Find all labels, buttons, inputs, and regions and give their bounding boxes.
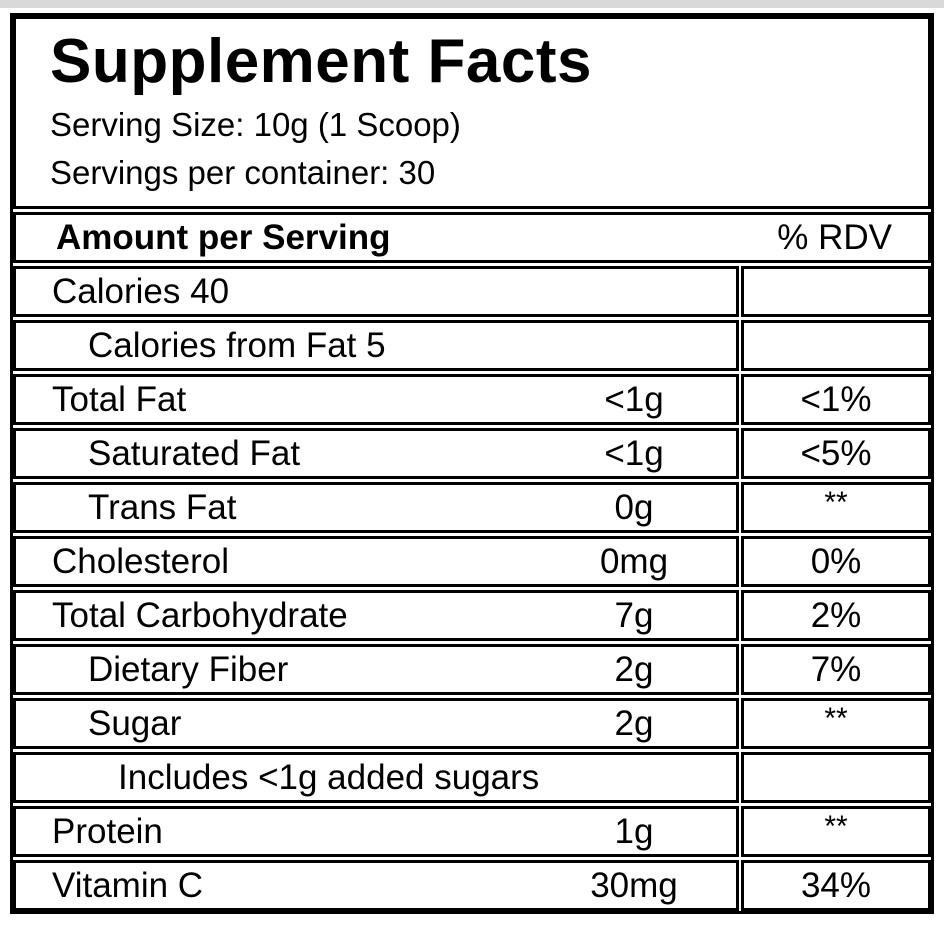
nutrient-row: Trans Fat 0g ** [13,482,931,534]
nutrient-cell: Sugar 2g [13,698,739,750]
nutrient-row: Includes <1g added sugars [13,752,931,804]
column-header-cell: Amount per Serving % RDV [13,212,931,264]
nutrient-rdv-cell: <1% [741,374,931,426]
nutrient-rdv-cell: <5% [741,428,931,480]
label-title: Supplement Facts [50,27,592,96]
nutrient-cell: Trans Fat 0g [13,482,739,534]
nutrient-row: Vitamin C 30mg 34% [13,860,931,912]
nutrient-rdv-cell [741,320,931,372]
nutrient-name: Calories from Fat 5 [88,325,386,365]
nutrient-rdv-cell: 0% [741,536,931,588]
nutrient-amount: 1g [614,811,654,851]
nutrient-name: Saturated Fat [88,433,301,473]
nutrient-row: Calories 40 [13,266,931,318]
nutrient-amount: 0mg [599,541,669,581]
nutrient-cell: Protein 1g [13,806,739,858]
nutrient-cell: Calories from Fat 5 [13,320,739,372]
nutrient-rdv-cell: ** [741,698,931,750]
nutrient-name: Total Fat [52,379,187,419]
nutrient-cell: Includes <1g added sugars [13,752,739,804]
nutrient-amount: 2g [614,649,654,689]
percent-rdv-header: % RDV [777,217,892,257]
nutrient-cell: Saturated Fat <1g [13,428,739,480]
nutrient-amount: <1g [604,379,664,419]
nutrient-amount: 30mg [590,865,678,905]
nutrient-cell: Vitamin C 30mg [13,860,739,912]
nutrient-amount: <1g [604,433,664,473]
nutrient-rdv-cell: 7% [741,644,931,696]
nutrient-rdv-cell: 34% [741,860,931,912]
nutrient-name: Cholesterol [52,541,230,581]
nutrient-rdv-cell: ** [741,806,931,858]
nutrient-row: Sugar 2g ** [13,698,931,750]
nutrient-row: Dietary Fiber 2g 7% [13,644,931,696]
nutrient-name: Vitamin C [52,865,204,905]
nutrient-cell: Cholesterol 0mg [13,536,739,588]
nutrient-name: Includes <1g added sugars [118,757,540,797]
nutrient-row: Total Carbohydrate 7g 2% [13,590,931,642]
nutrient-cell: Total Fat <1g [13,374,739,426]
nutrient-amount: 0g [614,487,654,527]
nutrient-row: Cholesterol 0mg 0% [13,536,931,588]
amount-per-serving-header: Amount per Serving [56,217,391,257]
nutrient-amount: 2g [614,703,654,743]
serving-size-text: Serving Size: 10g (1 Scoop) [50,106,461,144]
nutrient-row: Total Fat <1g <1% [13,374,931,426]
nutrient-name: Sugar [88,703,182,743]
nutrient-name: Dietary Fiber [88,649,289,689]
nutrient-amount: 7g [614,595,654,635]
nutrient-cell: Total Carbohydrate 7g [13,590,739,642]
nutrient-row: Protein 1g ** [13,806,931,858]
window-edge-strip [0,0,944,8]
nutrient-name: Trans Fat [88,487,237,527]
nutrient-cell: Calories 40 [13,266,739,318]
nutrient-name: Calories 40 [52,271,230,311]
nutrient-name: Protein [52,811,163,851]
nutrient-cell: Dietary Fiber 2g [13,644,739,696]
servings-per-container-text: Servings per container: 30 [50,154,436,192]
nutrient-rdv-cell [741,266,931,318]
nutrient-rdv-cell: ** [741,482,931,534]
nutrient-row: Saturated Fat <1g <5% [13,428,931,480]
label-header: Supplement Facts Serving Size: 10g (1 Sc… [13,16,931,210]
nutrient-name: Total Carbohydrate [52,595,348,635]
supplement-facts-panel: Supplement Facts Serving Size: 10g (1 Sc… [10,13,934,915]
column-header-row: Amount per Serving % RDV [13,212,931,264]
nutrient-rdv-cell [741,752,931,804]
nutrient-row: Calories from Fat 5 [13,320,931,372]
nutrient-rdv-cell: 2% [741,590,931,642]
